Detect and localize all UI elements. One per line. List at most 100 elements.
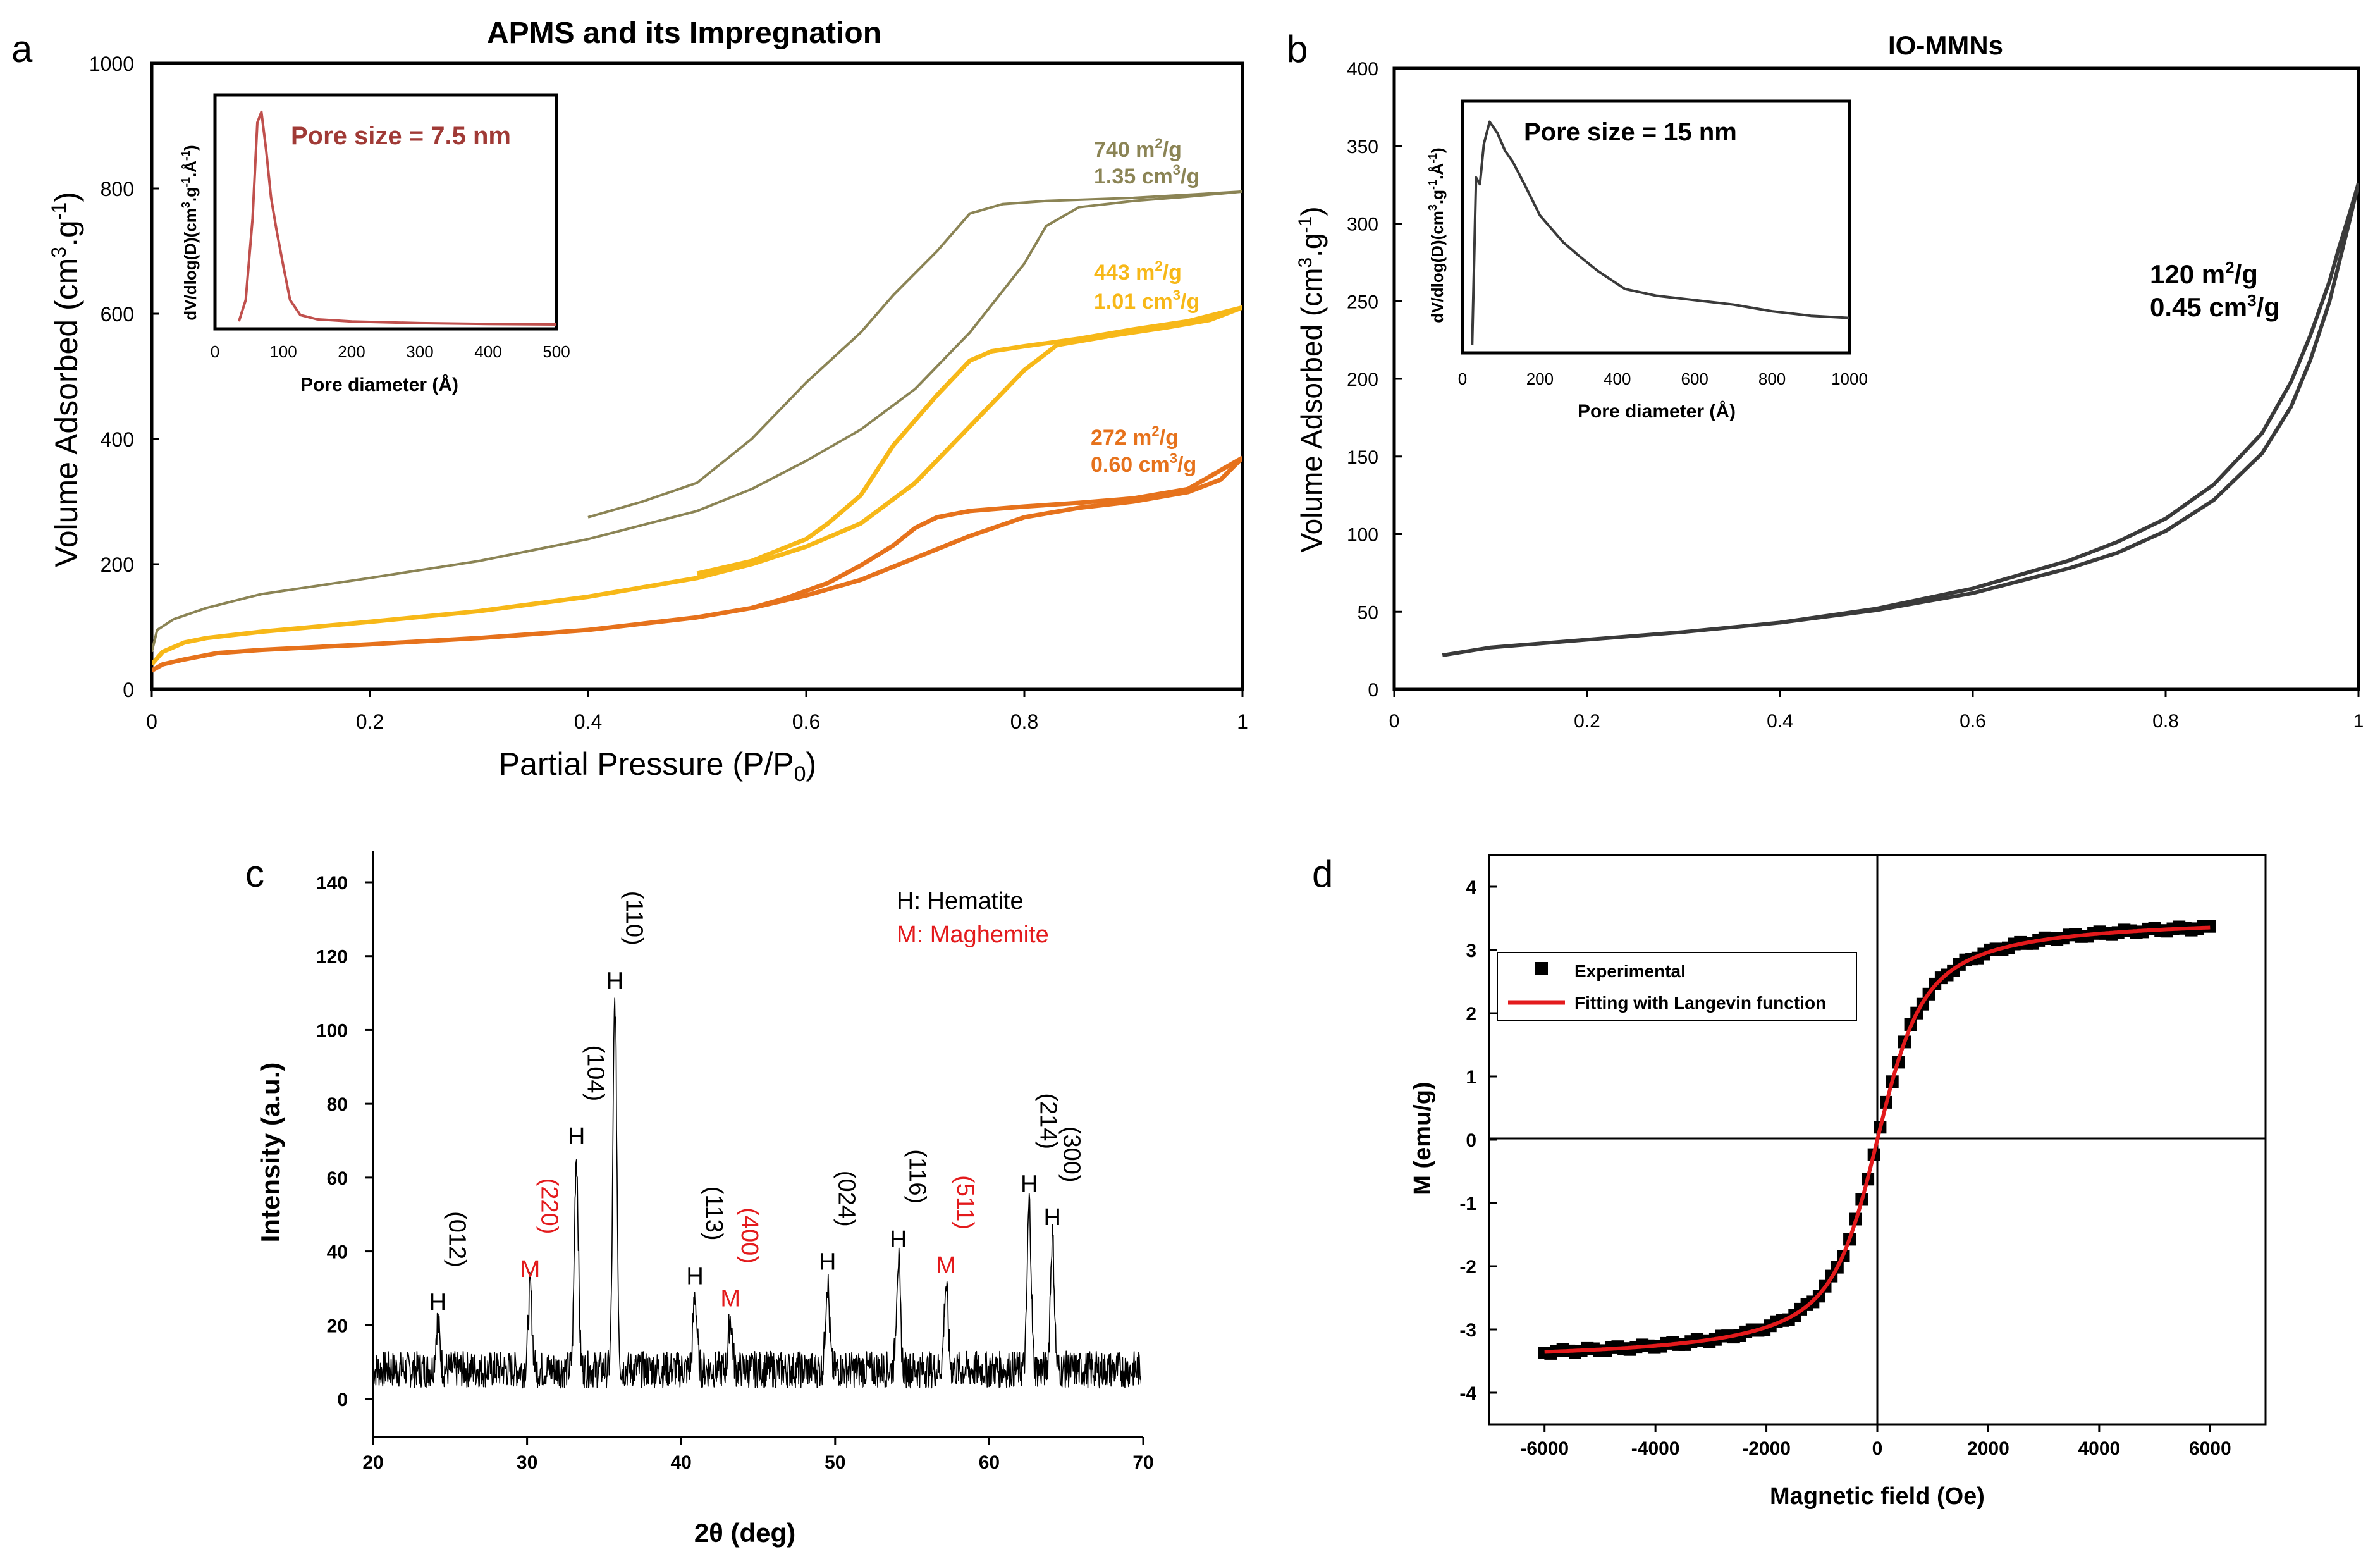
panel-a-inset-xtick-label: 100 [269, 342, 297, 361]
svg-text:0.45 cm3/g: 0.45 cm3/g [2150, 291, 2280, 322]
panel-c-peak-phase: H [568, 1123, 585, 1150]
panel-d-ytick-label: -2 [1459, 1257, 1476, 1278]
panel-d-xtick-label: 2000 [1967, 1438, 2009, 1459]
panel-a-inset: Pore size = 7.5 nm 0 100 200 300 400 500 Pore… [180, 93, 570, 395]
panel-d-langevin-fit [1543, 925, 2211, 1354]
panel-b-label-area: 120 m2/g 0.45 cm3/g [2150, 258, 2280, 322]
panel-c-peak-hkl: (024) [833, 1171, 860, 1227]
svg-text:1.01 cm3/g: 1.01 cm3/g [1094, 287, 1199, 314]
panel-a-series-2-adsorption [152, 456, 1242, 673]
panel-b: IO-MMNs 0 50 100 150 200 250 300 350 400 0 0.2 0.4… [1295, 30, 2364, 732]
panel-c-peak-hkl: (400) [736, 1207, 763, 1264]
svg-text:0.60 cm3/g: 0.60 cm3/g [1091, 450, 1196, 477]
panel-d: -4 -3 -2 -1 0 1 2 3 4 -6000 -4000 -2000 0 2000 4000 60… [1409, 854, 2267, 1510]
panel-b-inset-xtick-label: 800 [1758, 369, 1786, 388]
panel-a-series-2-desorption [751, 455, 1242, 610]
panel-a-inset-xtick-label: 200 [338, 342, 365, 361]
svg-text:1.35 cm3/g: 1.35 cm3/g [1094, 162, 1199, 188]
panel-label-a: a [11, 28, 33, 70]
panel-c-x-axis-label: 2θ (deg) [694, 1518, 795, 1548]
panel-d-legend: Experimental Fitting with Langevin funct… [1497, 952, 1857, 1021]
panel-c-peak-hkl: (300) [1058, 1126, 1084, 1183]
panel-c-ytick-label: 20 [327, 1316, 348, 1336]
panel-c-xtick-label: 50 [825, 1452, 845, 1473]
panel-c-peak-hkl: (220) [536, 1178, 562, 1235]
panel-a-y-axis-label: Volume Adsorbed (cm3.g-1) [47, 192, 84, 567]
panel-a-series-1-desorption [696, 305, 1242, 576]
panel-a-xtick-label: 0.6 [792, 710, 820, 733]
panel-b-xtick-label: 0.2 [1574, 711, 1600, 732]
panel-a-plot-area [150, 61, 1244, 691]
panel-c-peak-phase: H [1044, 1204, 1061, 1231]
panel-b-inset-annotation: Pore size = 15 nm [1524, 118, 1737, 146]
panel-c-xtick-label: 20 [362, 1452, 383, 1473]
panel-d-ytick-label: 3 [1466, 940, 1476, 961]
panel-a-inset-annotation: Pore size = 7.5 nm [291, 122, 511, 150]
panel-b-xtick-label: 0 [1389, 711, 1400, 732]
panel-b-inset-xtick-label: 600 [1681, 369, 1708, 388]
panel-c-peak-phase: H [606, 968, 623, 995]
panel-c-xtick-label: 70 [1132, 1452, 1153, 1473]
panel-c-xtick-label: 60 [979, 1452, 1000, 1473]
panel-a-inset-xtick-label: 400 [474, 342, 501, 361]
panel-b-desorption [1779, 182, 2359, 625]
panel-c-peak-hkl: (104) [582, 1045, 609, 1101]
panel-a-inset-psd-line [237, 110, 557, 326]
panel-a-series-1-adsorption [152, 305, 1242, 666]
svg-text:443 m2/g: 443 m2/g [1094, 258, 1182, 285]
panel-a-label-apms: 740 m2/g 1.35 cm3/g [1094, 135, 1199, 188]
panel-c-ytick-label: 40 [327, 1242, 348, 1263]
panel-a-inset-xtick-label: 300 [406, 342, 433, 361]
panel-c-peak-hkl: (110) [620, 891, 647, 946]
panel-a-series-0-desorption [587, 190, 1242, 519]
panel-b-ytick-label: 350 [1347, 137, 1378, 157]
panel-b-ytick-label: 0 [1368, 680, 1378, 701]
panel-c-xtick-label: 40 [671, 1452, 692, 1473]
panel-a-series-0-adsorption [152, 190, 1242, 653]
panel-a-label-imp1: 443 m2/g 1.01 cm3/g [1094, 258, 1199, 314]
panel-a: APMS and its Impregnation 0 200 400 600 800 1… [47, 16, 1248, 786]
legend-label-experimental: Experimental [1574, 961, 1686, 981]
panel-a-inset-xtick-label: 500 [543, 342, 570, 361]
panel-a-inset-y-label: dV/dlog(D)(cm3.g-1.Å-1) [180, 145, 200, 320]
panel-a-ytick-label: 200 [101, 553, 134, 576]
panel-c-peak-phase: M [936, 1252, 956, 1279]
panel-b-title: IO-MMNs [1888, 30, 2003, 60]
panel-b-inset-xtick-label: 400 [1604, 369, 1631, 388]
panel-c-ytick-label: 60 [327, 1168, 348, 1189]
panel-b-inset-xtick-label: 200 [1526, 369, 1554, 388]
panel-b-xtick-label: 0.4 [1767, 711, 1793, 732]
panel-c-peak-hkl: (012) [443, 1211, 470, 1267]
panel-c-legend-hematite: H: Hematite [897, 888, 1024, 915]
panel-a-label-imp2: 272 m2/g 0.60 cm3/g [1091, 423, 1196, 477]
panel-c-ytick-label: 140 [316, 873, 348, 894]
panel-a-ytick-label: 1000 [89, 52, 134, 75]
panel-b-ytick-label: 150 [1347, 447, 1378, 468]
panel-b-inset: Pore size = 15 nm 0 200 400 600 800 1000 Pore… [1426, 99, 1868, 422]
panel-c-peak-hkl: (116) [904, 1149, 931, 1204]
panel-b-ytick-label: 300 [1347, 214, 1378, 235]
panel-d-ytick-label: 2 [1466, 1004, 1476, 1025]
panel-c-ytick-label: 0 [337, 1390, 348, 1410]
panel-a-x-axis-label: Partial Pressure (P/P0) [499, 746, 816, 786]
panel-a-xtick-label: 0.8 [1010, 710, 1038, 733]
panel-b-adsorption [1442, 183, 2359, 657]
panel-d-xtick-label: 4000 [2078, 1438, 2120, 1459]
panel-c-ytick-label: 80 [327, 1094, 348, 1115]
panel-d-ytick-label: -1 [1459, 1193, 1476, 1214]
svg-text:272 m2/g: 272 m2/g [1091, 423, 1179, 450]
panel-d-xtick-label: 6000 [2189, 1438, 2231, 1459]
panel-b-xtick-label: 0.8 [2152, 711, 2179, 732]
panel-c-peak-hkl: (214) [1035, 1093, 1062, 1149]
panel-c-peak-phase: H [1021, 1171, 1038, 1198]
panel-c-ytick-label: 120 [316, 947, 348, 968]
panel-b-ytick-label: 100 [1347, 525, 1378, 546]
panel-d-xtick-label: -6000 [1520, 1438, 1569, 1459]
panel-c-peak-phase: M [520, 1256, 541, 1283]
panel-b-ytick-label: 200 [1347, 369, 1378, 390]
panel-b-inset-xtick-label: 0 [1458, 369, 1467, 388]
panel-a-ytick-label: 600 [101, 303, 134, 326]
panel-c-peak-phase: H [429, 1289, 446, 1316]
panel-d-ytick-label: 4 [1466, 877, 1476, 898]
